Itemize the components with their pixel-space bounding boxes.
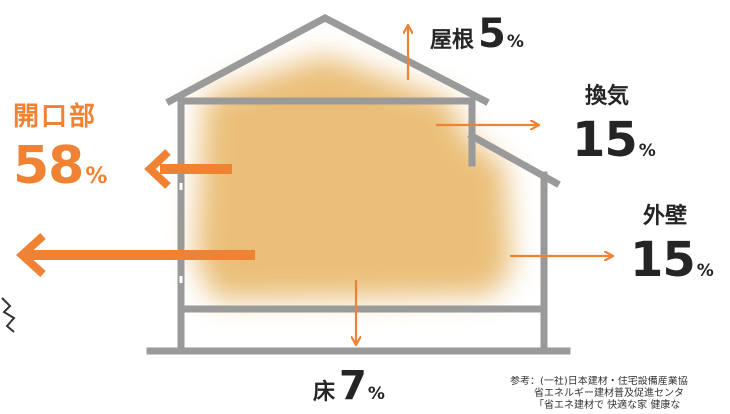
floor-percent: 7 (339, 363, 367, 409)
house-outline (146, 14, 571, 355)
roof-unit: % (506, 32, 524, 52)
opening-unit: % (85, 164, 108, 189)
wall-value: 15% (630, 236, 714, 284)
roof-stat: 屋根 5% (430, 14, 524, 54)
opening-label: 開口部 (13, 102, 98, 132)
wall-unit: % (696, 261, 714, 281)
floor-label: 床 (313, 380, 336, 405)
source-note: 参考：(一社)日本建材・住宅設備産業協 省エネルギー建材普及促進センタ 「省エネ… (510, 376, 730, 414)
heat-loss-arrows (16, 26, 612, 344)
floor-stat: 床 7% (313, 366, 385, 406)
ventilation-percent: 15 (572, 112, 638, 168)
wall-label: 外壁 (643, 204, 688, 229)
source-line-3: 「省エネ建材で 快適な家 健康な (534, 400, 681, 411)
warm-interior-glow (195, 55, 512, 300)
roof-percent: 5 (478, 11, 506, 57)
opening-percent: 58 (13, 136, 84, 196)
wall-percent: 15 (630, 232, 696, 288)
source-line-2: 省エネルギー建材普及促進センタ (534, 388, 684, 399)
ventilation-value: 15% (572, 116, 656, 164)
ventilation-label: 換気 (585, 84, 630, 109)
roof-label: 屋根 (430, 28, 475, 53)
ventilation-unit: % (638, 141, 656, 161)
source-line-1: 参考：(一社)日本建材・住宅設備産業協 (510, 376, 688, 387)
opening-value: 58% (13, 140, 107, 192)
floor-unit: % (367, 384, 385, 404)
cold-draft-icon (1, 297, 16, 333)
